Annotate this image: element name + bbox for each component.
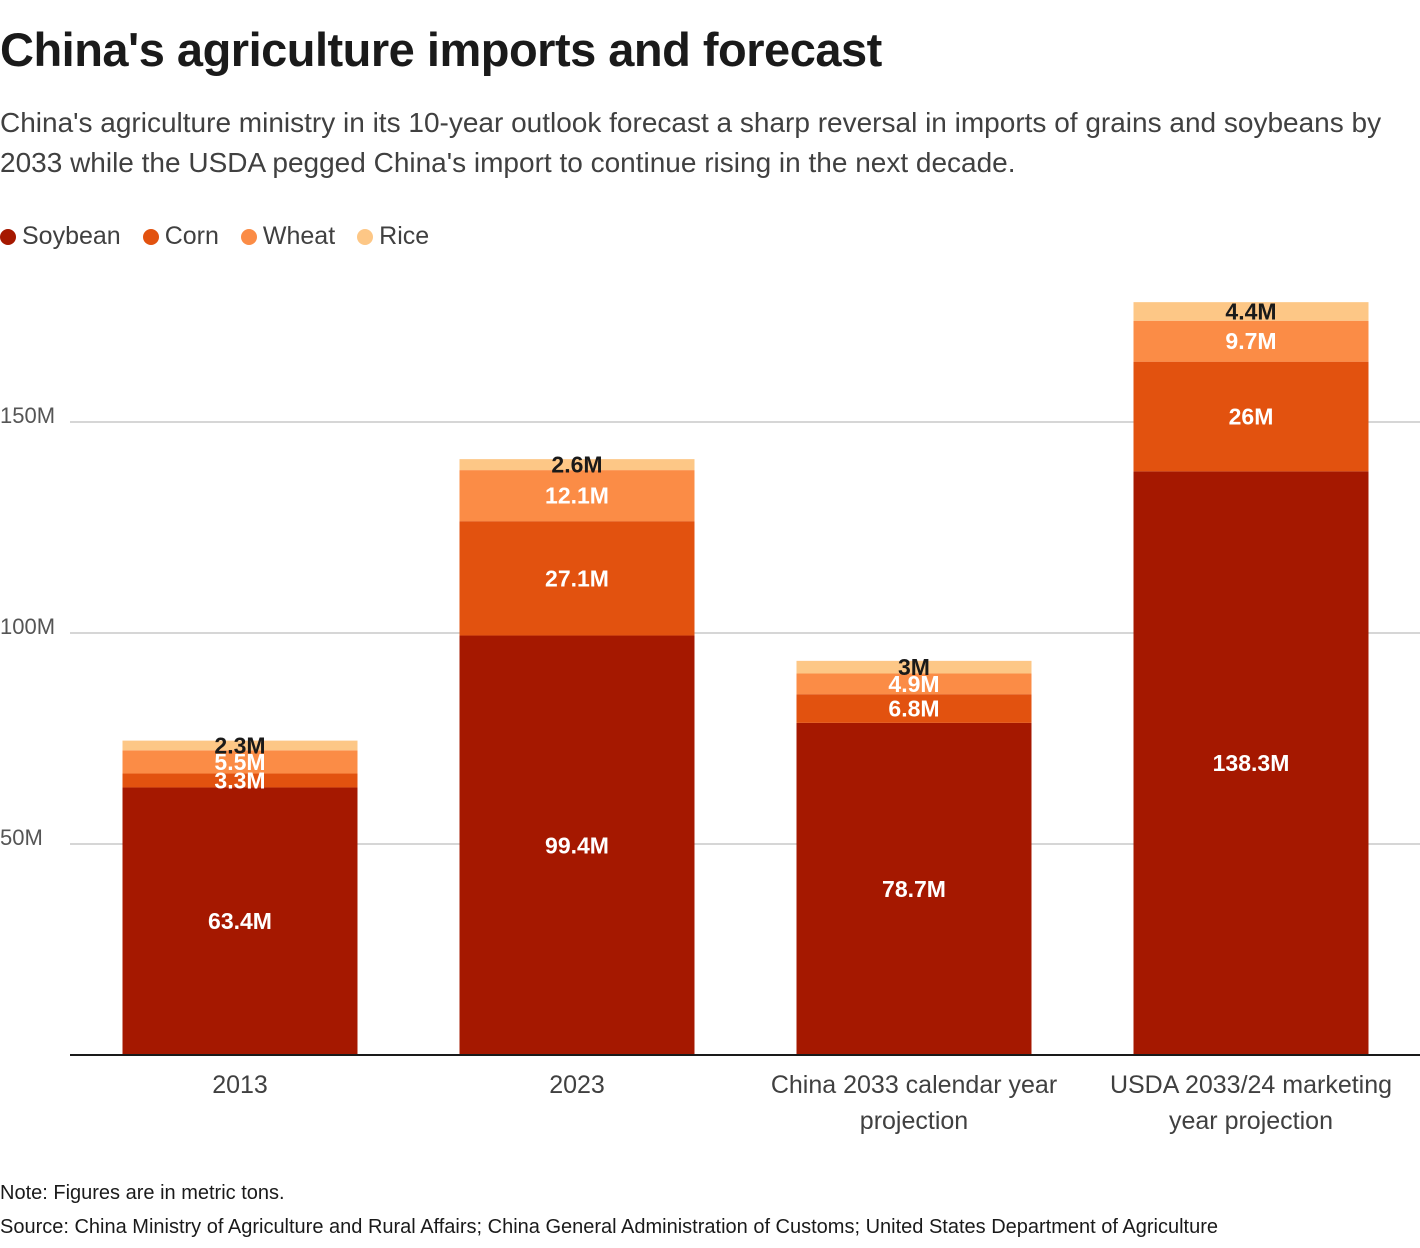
y-tick-label: 50M	[0, 825, 43, 850]
legend-label-corn: Corn	[164, 222, 219, 250]
bar-segment-wheat	[1133, 320, 1369, 362]
bar-segment-wheat	[796, 673, 1032, 695]
x-tick-label: 2013	[212, 1071, 268, 1099]
bar-segment-corn	[122, 773, 358, 788]
data-label-soybean: 138.3M	[1213, 750, 1290, 776]
bar-segment-corn	[459, 521, 695, 636]
source-line: Source: China Ministry of Agriculture an…	[0, 1216, 1218, 1238]
bar-segment-rice	[796, 660, 1032, 674]
bar-segment-wheat	[122, 750, 358, 774]
x-tick-label: projection	[860, 1107, 968, 1135]
y-tick-label: 150M	[0, 403, 55, 428]
bar-segment-corn	[1133, 361, 1369, 472]
legend-swatch-corn	[142, 228, 159, 245]
bar-segment-soybean	[796, 722, 1032, 1055]
legend-item-soybean: Soybean	[0, 222, 121, 251]
data-label-corn: 26M	[1229, 404, 1274, 430]
legend-swatch-rice	[357, 228, 374, 245]
data-label-rice: 4.4M	[1225, 298, 1276, 324]
data-label-wheat: 9.7M	[1225, 328, 1276, 354]
data-label-rice: 2.6M	[551, 452, 602, 478]
data-label-corn: 27.1M	[545, 565, 609, 591]
data-label-soybean: 78.7M	[882, 876, 946, 902]
legend-item-rice: Rice	[357, 222, 429, 251]
legend-label-wheat: Wheat	[262, 222, 336, 250]
legend-item-corn: Corn	[142, 222, 219, 251]
data-label-soybean: 99.4M	[545, 832, 609, 858]
legend-label-rice: Rice	[379, 222, 430, 250]
data-label-corn: 3.3M	[214, 767, 265, 793]
chart-title: China's agriculture imports and forecast	[0, 23, 882, 76]
data-label-wheat: 12.1M	[545, 483, 609, 509]
bar-segment-rice	[122, 740, 358, 751]
x-tick-label: USDA 2033/24 marketing	[1110, 1071, 1392, 1099]
legend: Soybean Corn Wheat Rice	[0, 222, 451, 251]
bar-segment-soybean	[459, 635, 695, 1055]
data-label-rice: 2.3M	[214, 732, 265, 758]
bar-segment-corn	[796, 694, 1032, 723]
x-tick-label: year projection	[1169, 1107, 1333, 1135]
footnote: Note: Figures are in metric tons.	[0, 1182, 285, 1204]
y-tick-label: 100M	[0, 614, 55, 639]
bar-segment-rice	[459, 459, 695, 471]
stacked-bar-chart: 50M 100M 150M 63.4M 3.3M5.5M2.3M 2013 99.4M 27.…	[0, 298, 1420, 1135]
bar-segment-wheat	[459, 470, 695, 522]
data-label-wheat: 5.5M	[214, 749, 265, 775]
chart-subtitle: China's agriculture ministry in its 10-y…	[0, 107, 1382, 178]
legend-label-soybean: Soybean	[22, 222, 121, 250]
data-label-corn: 6.8M	[888, 696, 939, 722]
bar-segment-soybean	[122, 787, 358, 1055]
data-label-rice: 3M	[898, 654, 930, 680]
data-label-soybean: 63.4M	[208, 908, 272, 934]
data-label-wheat: 4.9M	[888, 671, 939, 697]
x-tick-label: China 2033 calendar year	[771, 1071, 1057, 1099]
legend-swatch-soybean	[0, 228, 16, 245]
bar-segment-soybean	[1133, 471, 1369, 1055]
bar-segment-rice	[1133, 302, 1369, 321]
x-tick-label: 2023	[549, 1071, 605, 1099]
legend-swatch-wheat	[240, 228, 257, 245]
legend-item-wheat: Wheat	[240, 222, 336, 251]
